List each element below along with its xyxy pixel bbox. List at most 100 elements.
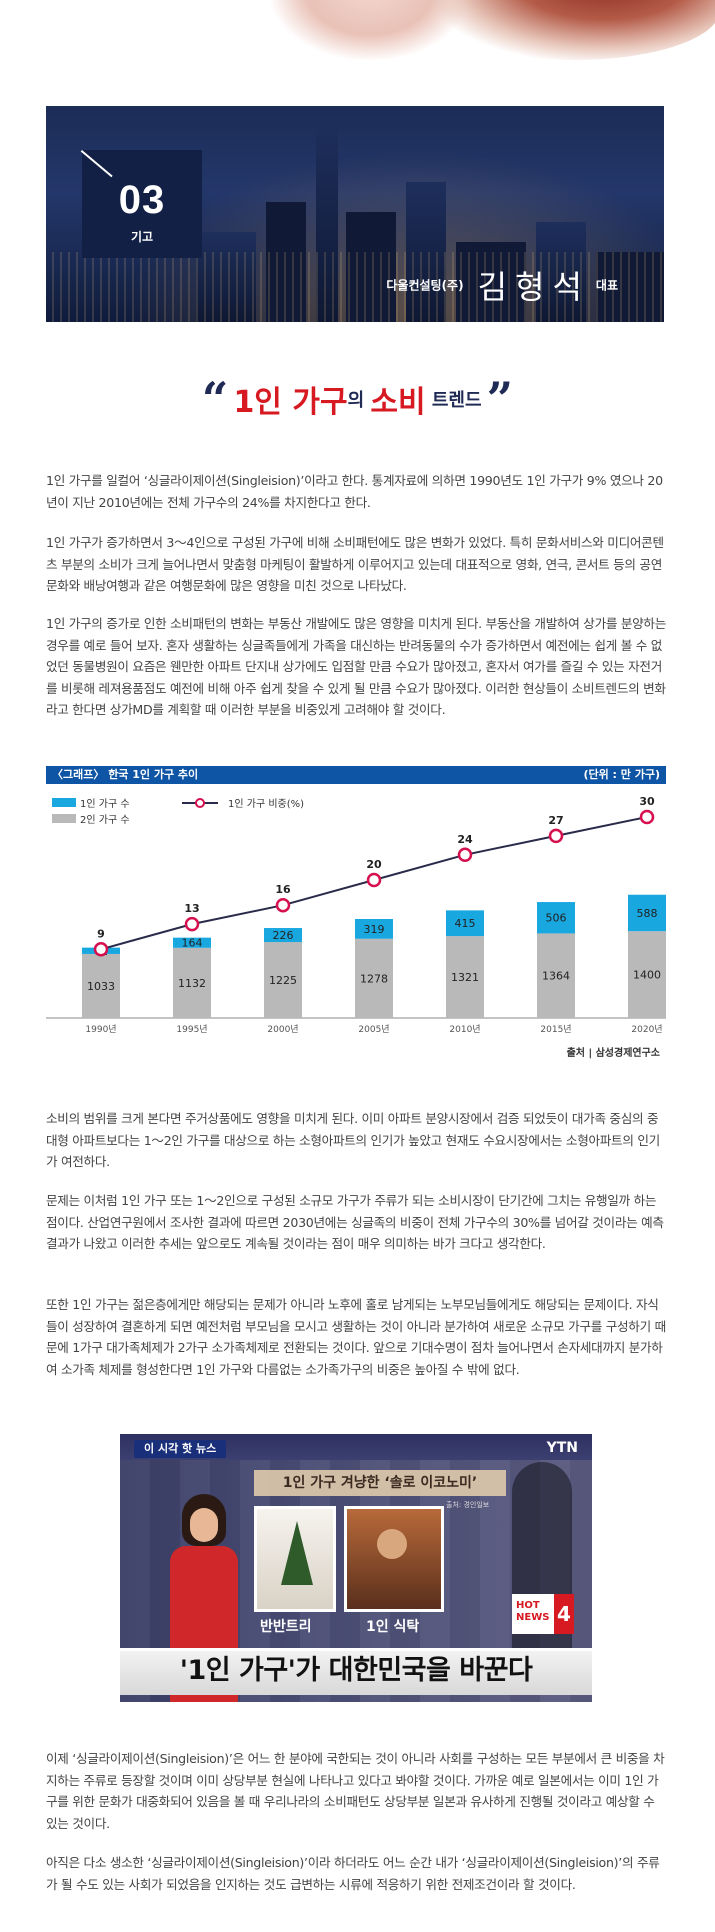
paragraph: 이제 ‘싱글라이제이션(Singleision)’은 어느 한 분야에 국한되는… — [46, 1751, 665, 1831]
bar-label-one-person: 415 — [455, 917, 476, 930]
decoration-blob — [430, 0, 715, 60]
caption-left: 반반트리 — [260, 1619, 312, 1635]
open-quote-icon: “ — [201, 372, 229, 426]
bar-one-person — [628, 894, 666, 932]
bar-label-two-person: 1364 — [542, 970, 570, 983]
line-point — [548, 828, 564, 844]
building — [456, 242, 526, 322]
news-image: 이 시각 핫 뉴스 YTN 1인 가구 겨냥한 ‘솔로 이코노미’ 출처: 경인… — [120, 1434, 592, 1702]
line-point — [184, 916, 200, 932]
line-point — [93, 942, 109, 957]
line-point — [366, 872, 382, 888]
chart-header: 〈그래프〉 한국 1인 가구 추이 (단위 : 만 가구) — [46, 766, 666, 784]
bar-label-one-person: 588 — [637, 907, 658, 920]
chart-title: 〈그래프〉 한국 1인 가구 추이 — [52, 768, 199, 781]
bar-two-person — [537, 933, 575, 1018]
paragraph: 소비의 범위를 크게 본다면 주거상품에도 영향을 미치게 된다. 이미 아파트… — [46, 1111, 660, 1169]
photo-table — [344, 1506, 444, 1612]
bar-one-person — [173, 937, 211, 948]
building — [196, 232, 256, 322]
issue-number: 03 — [118, 178, 166, 222]
building — [536, 222, 586, 322]
bar-one-person — [446, 910, 484, 937]
header-banner: 03 기고 다울컨설팅(주) 김형석 대표 — [46, 106, 664, 322]
building — [346, 212, 396, 322]
x-tick-label: 2010년 — [449, 1024, 480, 1035]
line-data-label: 9 — [97, 927, 105, 940]
news-bottom-caption: '1인 가구'가 대한민국을 바꾼다 — [179, 1655, 533, 1686]
author-organization: 다울컨설팅(주) — [386, 278, 464, 293]
bar-label-one-person: 319 — [364, 923, 385, 936]
author-name: 김형석 — [477, 268, 590, 306]
line-data-label: 13 — [184, 902, 199, 915]
close-quote-icon: ” — [486, 372, 514, 426]
news-headline: 1인 가구 겨냥한 ‘솔로 이코노미’ — [254, 1470, 506, 1496]
building — [406, 182, 446, 322]
anchor-face — [190, 1508, 218, 1542]
line-data-label: 30 — [639, 795, 655, 808]
author-byline: 다울컨설팅(주) 김형석 대표 — [386, 262, 618, 308]
issue-label: 기고 — [130, 230, 154, 244]
bar-two-person — [446, 936, 484, 1018]
paragraph: 1인 가구를 일컬어 ‘싱글라이제이션(Singleision)’이라고 한다.… — [46, 473, 663, 510]
building — [266, 202, 306, 322]
bar-two-person — [355, 938, 393, 1018]
bar-label-two-person: 1225 — [269, 974, 297, 987]
building — [316, 122, 338, 322]
line-data-label: 24 — [457, 833, 473, 846]
author-role: 대표 — [595, 278, 618, 293]
line-data-label: 16 — [275, 883, 291, 896]
bar-label-one-person: 164 — [182, 937, 203, 950]
x-tick-label: 2015년 — [540, 1024, 571, 1035]
tree-icon — [281, 1521, 313, 1585]
bar-label-two-person: 1132 — [178, 977, 206, 990]
top-decoration — [0, 0, 715, 72]
line-point — [275, 897, 291, 913]
x-tick-label: 2005년 — [358, 1024, 389, 1035]
hot-news-badge: HOT NEWS — [512, 1594, 556, 1634]
paragraph: 1인 가구가 증가하면서 3～4인으로 구성된 가구에 비해 소비패턴에도 많은… — [46, 535, 664, 593]
news-source-small: 출처: 경인일보 — [446, 1501, 490, 1509]
title-part-2: 의 — [347, 390, 371, 411]
bar-two-person — [264, 942, 302, 1018]
hot-news-number: 4 — [554, 1594, 574, 1634]
channel-logo: YTN — [546, 1440, 578, 1456]
bar-label-one-person: 506 — [546, 912, 567, 925]
title-part-3: 소비 — [370, 385, 426, 420]
bar-one-person — [355, 918, 393, 939]
bar-two-person — [82, 953, 120, 1018]
legend-label: 2인 가구 수 — [80, 814, 130, 826]
legend-swatch-one-person — [52, 798, 76, 807]
bar-one-person — [264, 928, 302, 943]
legend-label: 1인 가구 수 — [80, 798, 130, 810]
chart-canvas: 1인 가구 수2인 가구 수1인 가구 비중(%)1033021990년1132… — [46, 795, 666, 1035]
line-data-label: 27 — [548, 814, 563, 827]
line-data-label: 20 — [366, 858, 382, 871]
household-chart: 1인 가구 수2인 가구 수1인 가구 비중(%)1033021990년1132… — [46, 766, 666, 1059]
bar-one-person — [537, 902, 575, 934]
city-lights — [46, 252, 664, 322]
title-part-1: 1인 가구 — [233, 385, 348, 420]
news-tag: 이 시각 핫 뉴스 — [134, 1440, 227, 1458]
bar-two-person — [173, 947, 211, 1018]
article-title: “ 1인 가구의 소비 트렌드 ” — [0, 376, 715, 422]
news-bottom-bar — [120, 1648, 592, 1695]
line-point — [639, 809, 655, 825]
paragraph: 문제는 이처럼 1인 가구 또는 1～2인으로 구성된 소규모 가구가 주류가 … — [46, 1193, 664, 1251]
bar-label-two-person: 1321 — [451, 971, 479, 984]
building — [596, 252, 664, 322]
photo-tree — [254, 1506, 336, 1612]
legend-label: 1인 가구 비중(%) — [228, 798, 304, 810]
bar-label-two-person: 1033 — [87, 980, 115, 993]
paragraph: 또한 1인 가구는 젊은층에게만 해당되는 문제가 아니라 노후에 홀로 남게되… — [46, 1297, 666, 1377]
legend-line-marker — [195, 798, 205, 808]
bar-label-two-person: 1278 — [360, 972, 388, 985]
bar-label-one-person: 226 — [273, 929, 294, 942]
paragraph: 1인 가구의 증가로 인한 소비패턴의 변화는 부동산 개발에도 많은 영향을 … — [46, 616, 666, 717]
legend-swatch-two-person — [52, 814, 76, 823]
x-tick-label: 1990년 — [85, 1024, 116, 1035]
title-part-4: 트렌드 — [425, 390, 482, 411]
paragraph: 아직은 다소 생소한 ‘싱글라이제이션(Singleision)’이라 하더라도… — [46, 1855, 660, 1892]
bar-label-two-person: 1400 — [633, 969, 661, 982]
person-icon — [377, 1529, 407, 1559]
